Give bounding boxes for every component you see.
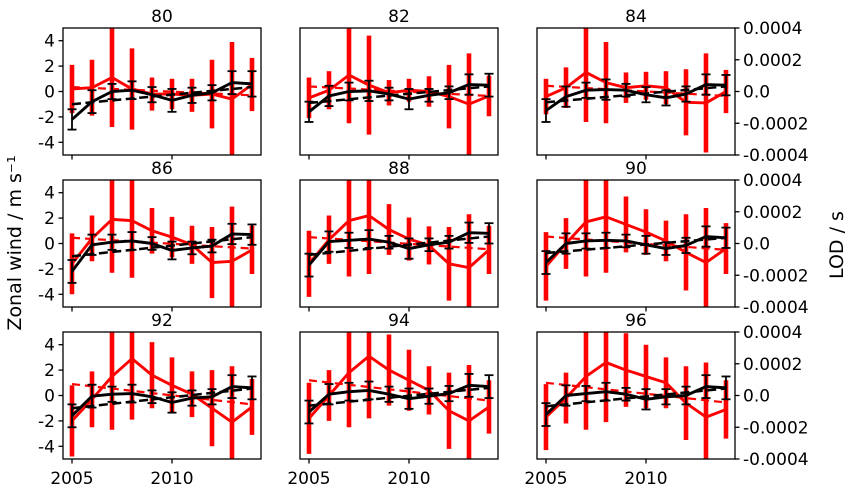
y-axis-label-zonal-wind: Zonal wind / m s⁻¹ [4, 155, 26, 331]
x-tick-label: 2010 [624, 469, 667, 489]
wind-line [307, 231, 490, 267]
lod-tick-label: 0.0004 [743, 171, 802, 191]
wind-tick-label: 0 [44, 387, 55, 407]
lod-tick-label: -0.0004 [743, 298, 809, 318]
x-tick-label: 2010 [150, 469, 193, 489]
lod-tick-label: -0.0004 [743, 450, 809, 470]
lod-tick-label: 0.0002 [743, 51, 802, 71]
subplot-title: 96 [625, 311, 647, 331]
wind-tick-label: 4 [44, 336, 55, 356]
lod-tick-label: -0.0004 [743, 146, 809, 166]
lod-line [307, 214, 490, 270]
subplot-90: 90 0.0004 0.0002 0.0 -0.0002 -0.0004 [536, 159, 809, 318]
subplot-title: 94 [388, 311, 410, 331]
wind-tick-label: -4 [38, 285, 55, 305]
wind-tick-label: 4 [44, 32, 55, 52]
x-tick-label: 2005 [524, 469, 567, 489]
lod-line [70, 217, 253, 265]
lod-trend-line [545, 381, 727, 404]
subplot-title: 80 [151, 7, 173, 27]
wind-tick-label: 2 [44, 57, 55, 77]
subplot-title: 88 [388, 159, 410, 179]
wind-trend-line [545, 85, 727, 104]
wind-tick-label: 2 [44, 361, 55, 381]
lod-tick-label: -0.0002 [743, 266, 809, 286]
lod-trend-line [71, 382, 253, 406]
lod-tick-label: -0.0002 [743, 114, 809, 134]
wind-tick-label: -4 [38, 437, 55, 457]
subplot-title: 90 [625, 159, 647, 179]
subplot-88: 88 [299, 159, 499, 312]
x-tick-label: 2005 [287, 469, 330, 489]
wind-trend-line [71, 235, 253, 258]
lod-line [308, 73, 490, 106]
subplot-86: 86 4 2 0 -2 -4 [38, 159, 262, 312]
wind-tick-label: -2 [38, 412, 55, 432]
wind-trend-line [71, 85, 253, 106]
subplot-title: 92 [151, 311, 173, 331]
wind-trend-line [545, 236, 727, 255]
subplot-94: 94 2005 2010 [287, 311, 499, 489]
lod-tick-label: 0.0002 [743, 355, 802, 375]
wind-line [308, 383, 490, 414]
lod-trend-line [545, 84, 727, 98]
wind-tick-label: -2 [38, 108, 55, 128]
lod-trend-line [308, 379, 490, 402]
wind-tick-label: 2 [44, 209, 55, 229]
lod-tick-label: 0.0002 [743, 203, 802, 223]
lod-tick-label: 0.0 [743, 83, 770, 103]
wind-tick-label: -2 [38, 260, 55, 280]
subplot-title: 84 [625, 7, 647, 27]
subplot-84: 84 0.0004 0.0002 0.0 -0.0002 -0.0004 [536, 7, 809, 166]
lod-tick-label: 0.0004 [743, 19, 802, 39]
lod-trend-line [71, 236, 253, 250]
lod-trend-line [308, 85, 490, 98]
axis-frame [299, 27, 499, 156]
lod-tick-label: -0.0002 [743, 418, 809, 438]
axis-frame [299, 179, 499, 308]
y-axis-label-lod: LOD / s [826, 211, 848, 279]
axis-frame [299, 331, 499, 460]
wind-trend-line [308, 386, 490, 407]
wind-line [71, 81, 253, 121]
subplot-title: 86 [151, 159, 173, 179]
wind-tick-label: 0 [44, 235, 55, 255]
wind-trend-line [545, 387, 727, 408]
lod-tick-label: 0.0 [743, 235, 770, 255]
wind-trend-line [308, 85, 490, 105]
wind-trend-line [308, 235, 490, 257]
subplot-92: 92 2005 2010 4 2 0 -2 -4 [38, 311, 262, 489]
subplot-96: 96 2005 2010 0.0004 0.0002 0.0 -0.0002 -0.0004 [524, 311, 809, 489]
lod-line [544, 361, 727, 419]
wind-tick-label: 0 [44, 83, 55, 103]
subplot-82: 82 [299, 7, 499, 160]
wind-tick-label: 4 [44, 184, 55, 204]
lod-trend-line [545, 235, 727, 251]
subplot-80: 80 4 2 0 -2 -4 [38, 7, 262, 160]
x-tick-label: 2005 [50, 469, 93, 489]
lod-trend-line [71, 85, 253, 97]
subplot-title: 82 [388, 7, 410, 27]
lod-line [545, 70, 727, 105]
lod-tick-label: 0.0 [743, 387, 770, 407]
lod-tick-label: 0.0004 [743, 323, 802, 343]
lod-trend-line [308, 236, 490, 251]
x-tick-label: 2010 [387, 469, 430, 489]
wind-tick-label: -4 [38, 133, 55, 153]
wind-trend-line [71, 387, 253, 410]
lod-line [71, 76, 253, 101]
lod-line [544, 215, 727, 268]
